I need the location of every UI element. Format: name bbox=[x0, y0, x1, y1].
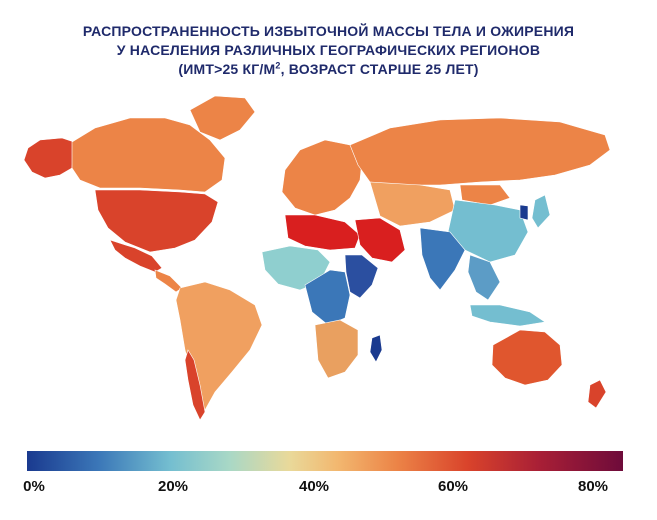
region-india bbox=[419, 227, 466, 291]
title-superscript: 2 bbox=[275, 60, 281, 71]
region-usa bbox=[94, 189, 219, 253]
legend-tick-40: 40% bbox=[298, 478, 330, 495]
region-south-america bbox=[175, 281, 263, 411]
region-southern-africa bbox=[314, 319, 359, 379]
region-central-asia bbox=[369, 181, 456, 227]
region-japan bbox=[531, 194, 551, 229]
region-middle-east bbox=[354, 217, 406, 263]
color-scale-bar bbox=[27, 451, 623, 471]
region-madagascar bbox=[369, 334, 383, 363]
region-mongolia bbox=[459, 184, 511, 206]
legend-tick-20: 20% bbox=[157, 478, 189, 495]
title-line-2: У НАСЕЛЕНИЯ РАЗЛИЧНЫХ ГЕОГРАФИЧЕСКИХ РЕГ… bbox=[116, 42, 541, 58]
world-choropleth-map bbox=[23, 95, 611, 421]
region-central-america bbox=[154, 269, 183, 293]
legend-tick-60: 60% bbox=[437, 478, 469, 495]
map-title: РАСПРОСТРАНЕННОСТЬ ИЗБЫТОЧНОЙ МАССЫ ТЕЛА… bbox=[0, 22, 657, 79]
title-line-3: (ИМТ>25 КГ/М2, ВОЗРАСТ СТАРШЕ 25 ЛЕТ) bbox=[0, 60, 657, 79]
title-line-3-pre: (ИМТ>25 КГ/М bbox=[178, 61, 276, 77]
region-southeast-asia bbox=[467, 254, 501, 301]
region-central-africa bbox=[304, 269, 351, 326]
region-north-africa bbox=[284, 214, 361, 251]
region-korea bbox=[519, 204, 529, 221]
region-indonesia bbox=[469, 304, 546, 327]
region-australia bbox=[491, 329, 563, 386]
region-russia bbox=[349, 117, 611, 186]
region-canada bbox=[71, 117, 226, 193]
region-europe bbox=[281, 139, 363, 216]
region-east-africa bbox=[344, 254, 379, 299]
title-line-1: РАСПРОСТРАНЕННОСТЬ ИЗБЫТОЧНОЙ МАССЫ ТЕЛА… bbox=[82, 23, 575, 39]
legend-tick-80: 80% bbox=[577, 478, 609, 495]
region-chile bbox=[184, 349, 206, 421]
region-greenland bbox=[189, 95, 256, 141]
region-new-zealand bbox=[587, 379, 607, 409]
region-alaska bbox=[23, 137, 75, 179]
title-line-3-post: , ВОЗРАСТ СТАРШЕ 25 ЛЕТ) bbox=[280, 61, 479, 77]
legend-tick-0: 0% bbox=[23, 478, 45, 495]
